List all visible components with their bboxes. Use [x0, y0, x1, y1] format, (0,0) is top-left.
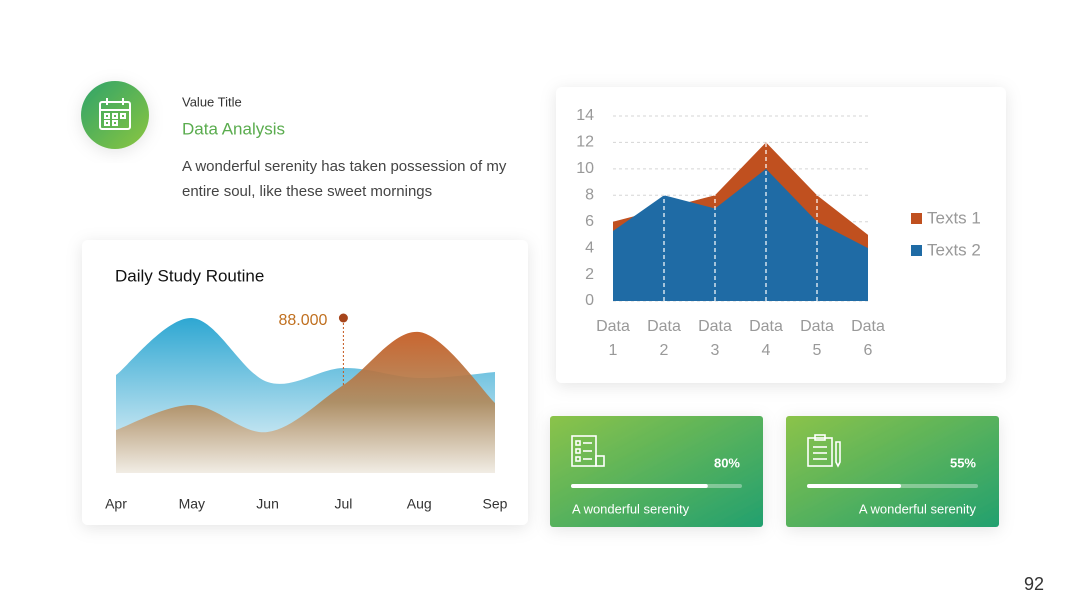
icon-part — [595, 455, 605, 467]
list-icon — [571, 435, 605, 467]
page-number: 92 — [1024, 574, 1044, 594]
legend-swatch — [911, 213, 922, 224]
x-tick-label: May — [179, 496, 205, 512]
x-tick-label: Data 4 — [749, 318, 783, 359]
x-tick-label: Jun — [256, 496, 279, 512]
icon-part — [571, 435, 597, 467]
area — [116, 331, 495, 473]
y-tick-label: 10 — [576, 160, 594, 177]
y-tick-label: 4 — [585, 239, 594, 256]
y-tick-label: 14 — [576, 107, 594, 124]
chart-title: Daily Study Routine — [115, 266, 264, 285]
progress-bar — [571, 484, 708, 488]
y-tick-label: 6 — [585, 213, 594, 230]
legend-label: Texts 1 — [927, 208, 981, 227]
header-title: Data Analysis — [182, 119, 285, 138]
x-tick-label: Apr — [105, 496, 127, 512]
x-tick-label: Data 2 — [647, 318, 681, 359]
legend-label: Texts 2 — [927, 240, 981, 259]
icon-part — [575, 440, 581, 446]
card-text: A wonderful serenity — [572, 501, 690, 516]
x-tick-label: Data 6 — [851, 318, 885, 359]
progress-bar — [807, 484, 902, 488]
x-tick-label: Data 1 — [596, 318, 630, 359]
icon-part — [835, 441, 841, 468]
x-tick-label: Data 5 — [800, 318, 834, 359]
legend-swatch — [911, 245, 922, 256]
progress-card — [550, 416, 763, 527]
area — [613, 168, 868, 301]
card-text: A wonderful serenity — [859, 501, 977, 516]
percent-label: 80% — [714, 455, 740, 470]
annotation-dot — [338, 313, 348, 323]
clipboard-icon — [807, 434, 841, 468]
value-label: 88.000 — [278, 312, 327, 329]
y-tick-label: 12 — [576, 134, 594, 151]
header-subtitle: Value Title — [182, 94, 242, 109]
calendar-icon — [99, 98, 131, 130]
x-tick-label: Data 3 — [698, 318, 732, 359]
percent-label: 55% — [950, 455, 976, 470]
icon-part — [807, 437, 833, 467]
y-tick-label: 0 — [585, 292, 594, 309]
header-description: A wonderful serenity has taken possessio… — [182, 158, 507, 200]
x-tick-label: Sep — [483, 496, 508, 512]
x-tick-label: Aug — [407, 496, 432, 512]
x-tick-label: Jul — [334, 496, 352, 512]
icon-part — [575, 456, 581, 462]
y-tick-label: 2 — [585, 266, 594, 283]
icon-part — [575, 448, 581, 454]
icon-part — [814, 434, 826, 441]
y-tick-label: 8 — [585, 187, 594, 204]
